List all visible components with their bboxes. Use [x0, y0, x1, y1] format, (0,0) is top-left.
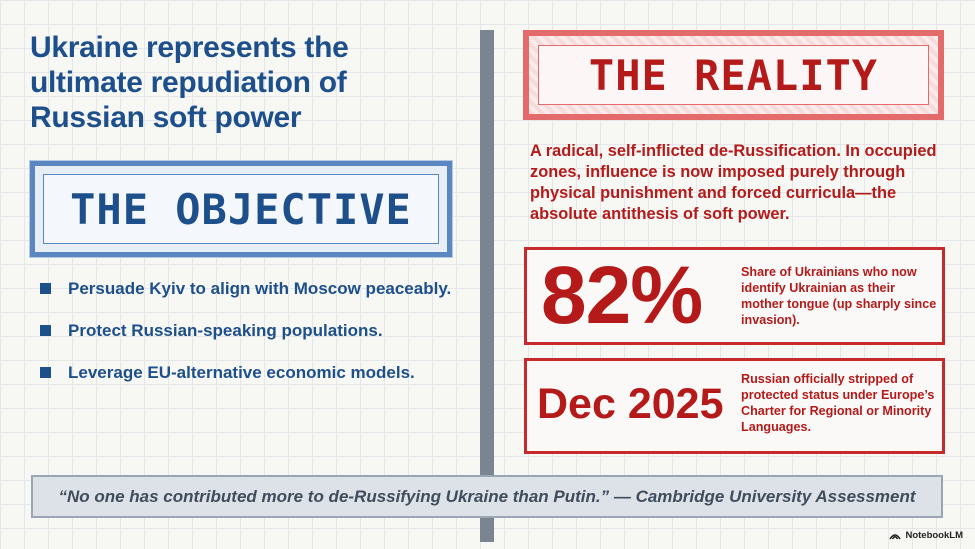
notebooklm-watermark: NotebookLM: [889, 530, 963, 541]
stat-value: Dec 2025: [537, 380, 724, 428]
bullet-item: Protect Russian-speaking populations.: [40, 320, 460, 341]
square-bullet-icon: [40, 325, 51, 336]
quote-text: “No one has contributed more to de-Russi…: [58, 486, 610, 506]
reality-title: THE REALITY: [588, 50, 879, 100]
vertical-divider: [480, 30, 494, 542]
reality-description: A radical, self-inflicted de-Russificati…: [530, 142, 937, 223]
bullet-text: Protect Russian-speaking populations.: [68, 321, 383, 340]
bullet-item: Leverage EU-alternative economic models.: [40, 362, 460, 383]
objective-title-frame: THE OBJECTIVE: [43, 174, 439, 244]
reality-panel: THE REALITY: [523, 30, 944, 120]
bullet-text: Leverage EU-alternative economic models.: [68, 363, 415, 382]
square-bullet-icon: [40, 367, 51, 378]
quote-banner: “No one has contributed more to de-Russi…: [31, 475, 943, 518]
headline: Ukraine represents the ultimate repudiat…: [30, 31, 349, 134]
reality-title-frame: THE REALITY: [538, 45, 929, 105]
objective-panel: THE OBJECTIVE: [30, 161, 452, 257]
quote-attribution: — Cambridge University Assessment: [613, 486, 916, 506]
watermark-label: NotebookLM: [905, 530, 963, 541]
bullet-item: Persuade Kyiv to align with Moscow peace…: [40, 278, 460, 299]
stat-description: Russian officially stripped of protected…: [741, 372, 935, 434]
objective-bullet-list: Persuade Kyiv to align with Moscow peace…: [40, 278, 460, 383]
stat-card-mother-tongue: 82% Share of Ukrainians who now identify…: [524, 247, 945, 345]
stat-value: 82%: [541, 250, 703, 341]
square-bullet-icon: [40, 283, 51, 294]
objective-title: THE OBJECTIVE: [70, 184, 412, 234]
stat-card-charter-date: Dec 2025 Russian officially stripped of …: [524, 358, 945, 454]
stat-description: Share of Ukrainians who now identify Ukr…: [741, 265, 937, 327]
bullet-text: Persuade Kyiv to align with Moscow peace…: [68, 279, 452, 298]
notebooklm-logo-icon: [889, 533, 902, 539]
